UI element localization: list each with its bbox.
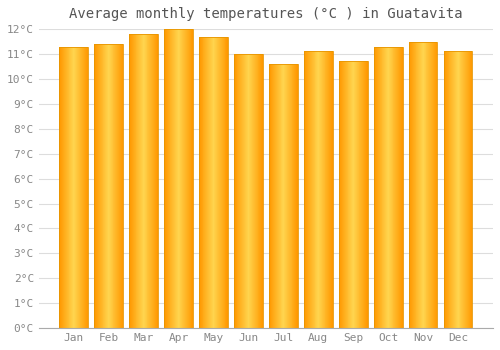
Bar [164, 29, 193, 328]
Bar [130, 34, 158, 328]
Bar [234, 54, 263, 328]
Bar [94, 44, 123, 328]
Bar [304, 51, 332, 328]
Bar [269, 64, 298, 328]
Title: Average monthly temperatures (°C ) in Guatavita: Average monthly temperatures (°C ) in Gu… [69, 7, 462, 21]
Bar [444, 51, 472, 328]
Bar [60, 47, 88, 328]
Bar [374, 47, 402, 328]
Bar [339, 62, 368, 328]
Bar [199, 36, 228, 328]
Bar [409, 42, 438, 328]
